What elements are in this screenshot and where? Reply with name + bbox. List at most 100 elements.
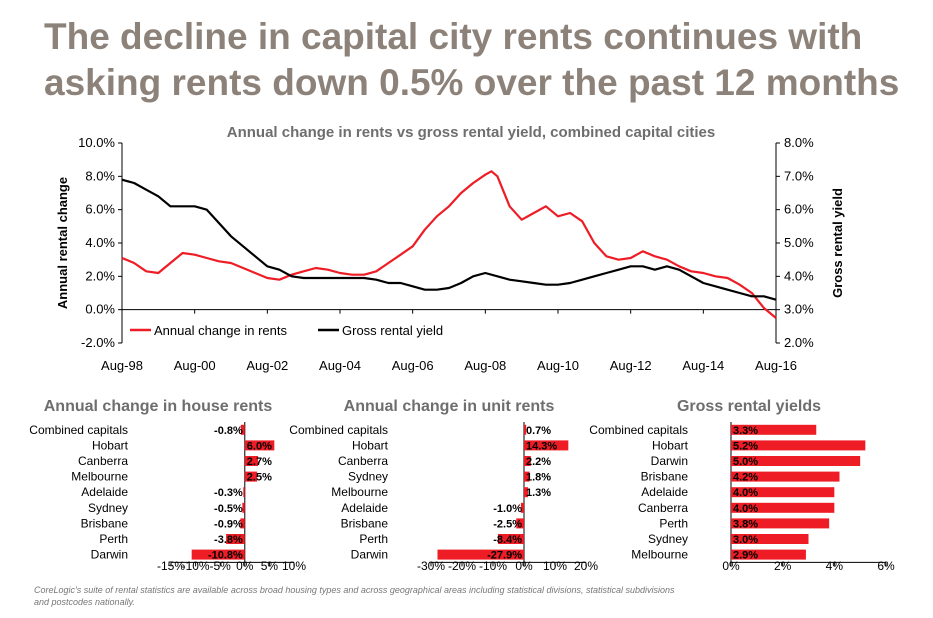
bar-value-label: -27.9%: [487, 550, 522, 562]
bar: [226, 534, 245, 544]
headline: The decline in capital city rents contin…: [44, 14, 924, 106]
bar: [240, 518, 245, 529]
x-tick-label: Aug-10: [537, 358, 579, 373]
bar-category-label: Perth: [659, 516, 688, 530]
bar: [524, 471, 530, 482]
x-tick-label: Aug-14: [682, 358, 724, 373]
bar-value-label: 3.8%: [733, 518, 758, 530]
bar-value-label: 1.8%: [526, 472, 551, 484]
bar-category-label: Sydney: [348, 470, 388, 484]
bar-x-tick-label: 10%: [543, 559, 567, 573]
bar-category-label: Perth: [359, 532, 388, 546]
bar-category-label: Combined capitals: [589, 423, 688, 437]
y-right-tick-label: 3.0%: [784, 302, 814, 317]
x-tick-label: Aug-06: [392, 358, 434, 373]
bar-x-tick-label: 0%: [236, 559, 254, 573]
x-tick-label: Aug-12: [610, 358, 652, 373]
bar-value-label: 0.7%: [526, 425, 551, 437]
bar-chart-title: Annual change in house rents: [44, 398, 273, 415]
bar: [524, 440, 569, 451]
bar-category-label: Adelaide: [81, 485, 128, 499]
footnote-line-2: and postcodes nationally.: [34, 597, 135, 607]
legend-label-rents: Annual change in rents: [154, 323, 287, 338]
y-left-tick-label: 8.0%: [85, 168, 115, 183]
bar-category-label: Brisbane: [341, 516, 389, 530]
bar: [731, 502, 835, 513]
bar: [524, 487, 529, 498]
bar-value-label: 1.3%: [526, 487, 551, 499]
series-line-rents: [121, 170, 777, 319]
bar: [240, 424, 245, 435]
bar: [731, 424, 817, 435]
bar-category-label: Hobart: [92, 438, 129, 452]
bar-category-label: Darwin: [351, 548, 388, 562]
bar-value-label: 2.5%: [247, 472, 272, 484]
bar-category-label: Canberra: [78, 454, 128, 468]
bar-category-label: Perth: [99, 532, 128, 546]
x-tick-label: Aug-04: [319, 358, 361, 373]
y-left-tick-label: -2.0%: [81, 335, 115, 350]
headline-line-1: The decline in capital city rents contin…: [44, 16, 863, 57]
bar: [731, 456, 861, 466]
bar-value-label: 5.2%: [733, 440, 758, 452]
bar-chart-title: Gross rental yields: [677, 398, 821, 415]
bar: [244, 456, 259, 466]
bar-value-label: 6.0%: [247, 440, 272, 452]
bar-category-label: Melbourne: [631, 548, 688, 562]
y-left-tick-label: 2.0%: [85, 268, 115, 283]
bar-category-label: Adelaide: [341, 501, 388, 515]
bar-category-label: Combined capitals: [289, 423, 388, 437]
bar-value-label: -3.8%: [214, 534, 243, 546]
y-left-tick-label: 0.0%: [85, 302, 115, 317]
bar-x-tick-label: 6%: [877, 559, 895, 573]
bar-category-label: Canberra: [638, 501, 688, 515]
bar: [520, 502, 524, 513]
bar-value-label: -0.5%: [214, 503, 243, 515]
y-left-tick-label: 10.0%: [78, 135, 115, 150]
bar: [731, 487, 835, 498]
bar-x-tick-label: 2%: [774, 559, 792, 573]
bar-value-label: 4.0%: [733, 503, 758, 515]
bar-value-label: 2.7%: [247, 456, 272, 468]
bar: [243, 487, 245, 498]
x-tick-label: Aug-02: [246, 358, 288, 373]
bar-value-label: -10.8%: [208, 550, 243, 562]
footnote: CoreLogic's suite of rental statistics a…: [34, 584, 734, 608]
bar: [731, 518, 830, 529]
bar-value-label: 2.9%: [733, 550, 758, 562]
bar-category-label: Combined capitals: [29, 423, 128, 437]
bar: [524, 424, 527, 435]
bar-category-label: Hobart: [352, 438, 389, 452]
bar: [191, 549, 245, 560]
bar: [731, 534, 809, 544]
y-left-tick-label: 6.0%: [85, 202, 115, 217]
y-right-tick-label: 7.0%: [784, 168, 814, 183]
y-right-axis-title: Gross rental yield: [830, 188, 845, 298]
bar-value-label: 4.0%: [733, 487, 758, 499]
x-tick-label: Aug-08: [464, 358, 506, 373]
bar-x-tick-label: 10%: [282, 559, 306, 573]
y-left-tick-label: 4.0%: [85, 235, 115, 250]
bar-category-label: Sydney: [88, 501, 128, 515]
y-right-tick-label: 2.0%: [784, 335, 814, 350]
bar: [437, 549, 524, 560]
bar-category-label: Hobart: [652, 438, 689, 452]
bar-value-label: -0.3%: [214, 487, 243, 499]
bar-category-label: Brisbane: [81, 516, 129, 530]
bar-value-label: 2.2%: [526, 456, 551, 468]
bar-category-label: Darwin: [651, 454, 688, 468]
bar: [731, 440, 866, 451]
bar-x-tick-label: -15%: [157, 559, 185, 573]
bar-x-tick-label: -10%: [182, 559, 210, 573]
bar-value-label: 4.2%: [733, 472, 758, 484]
x-tick-label: Aug-98: [101, 358, 143, 373]
headline-line-2: asking rents down 0.5% over the past 12 …: [44, 62, 900, 103]
bar: [244, 440, 275, 451]
bar-category-label: Adelaide: [641, 485, 688, 499]
bar-value-label: -2.5%: [493, 518, 522, 530]
bar-x-tick-label: -5%: [210, 559, 232, 573]
line-chart-title: Annual change in rents vs gross rental y…: [227, 124, 715, 141]
bar-x-tick-label: -30%: [417, 559, 445, 573]
bar: [242, 502, 245, 513]
bar-value-label: 3.3%: [733, 425, 758, 437]
